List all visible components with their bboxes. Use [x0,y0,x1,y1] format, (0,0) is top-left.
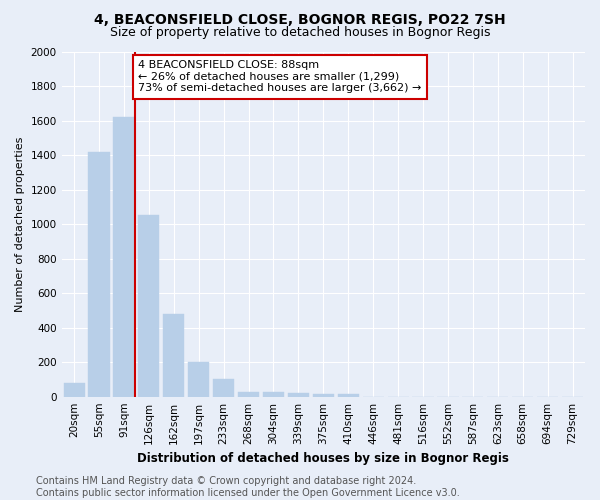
Bar [113,117,134,396]
Text: 4 BEACONSFIELD CLOSE: 88sqm
← 26% of detached houses are smaller (1,299)
73% of : 4 BEACONSFIELD CLOSE: 88sqm ← 26% of det… [138,60,422,94]
Text: Size of property relative to detached houses in Bognor Regis: Size of property relative to detached ho… [110,26,490,39]
Bar [263,392,284,396]
Bar [64,383,85,396]
Text: 4, BEACONSFIELD CLOSE, BOGNOR REGIS, PO22 7SH: 4, BEACONSFIELD CLOSE, BOGNOR REGIS, PO2… [94,12,506,26]
Y-axis label: Number of detached properties: Number of detached properties [15,136,25,312]
Bar [238,392,259,396]
Bar [163,314,184,396]
Bar [138,216,160,396]
Bar [338,394,359,396]
Bar [313,394,334,396]
Bar [88,152,110,396]
Bar [188,362,209,396]
X-axis label: Distribution of detached houses by size in Bognor Regis: Distribution of detached houses by size … [137,452,509,465]
Bar [213,380,234,396]
Text: Contains HM Land Registry data © Crown copyright and database right 2024.
Contai: Contains HM Land Registry data © Crown c… [36,476,460,498]
Bar [288,393,309,396]
